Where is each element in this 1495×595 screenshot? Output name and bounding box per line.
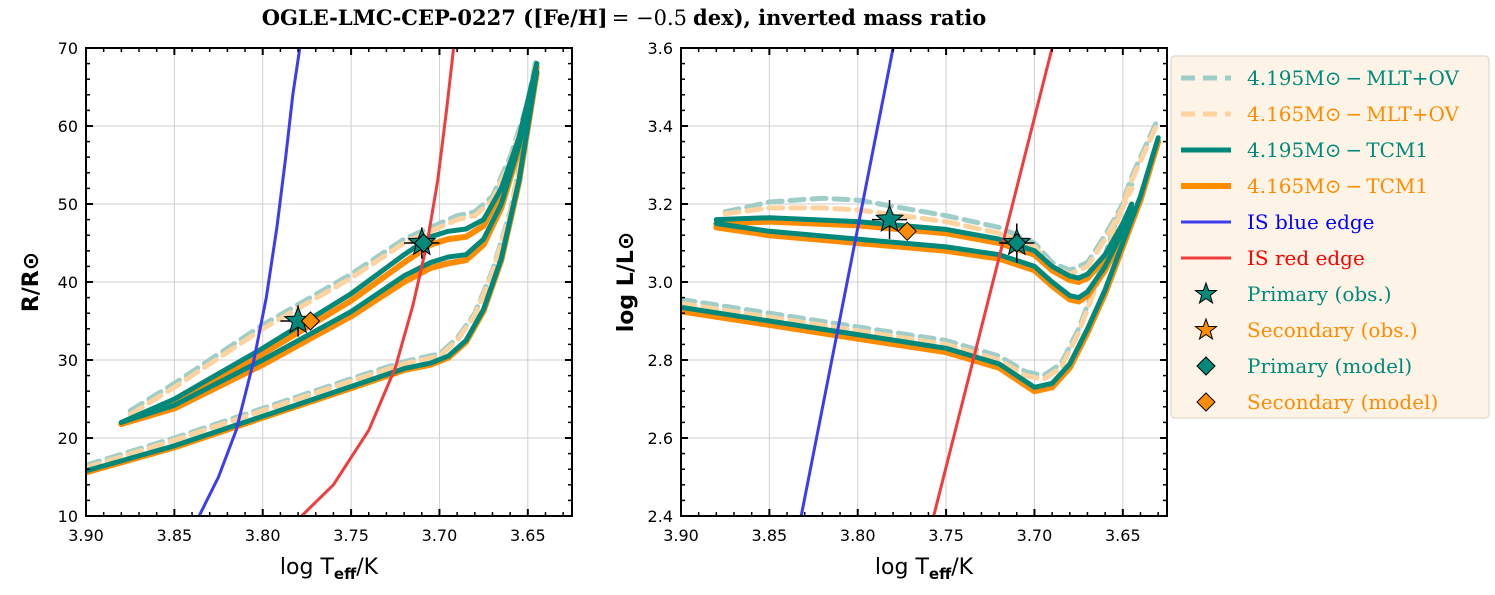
legend-label: Secondary (model): [1247, 390, 1438, 414]
star-marker: [874, 204, 905, 233]
legend-label: 4.195M⊙ − TCM1: [1247, 138, 1428, 162]
legend-diamond-icon: [1196, 392, 1216, 412]
y-tick-label: 70: [58, 39, 78, 58]
legend-label: 4.165M⊙ − TCM1: [1247, 174, 1428, 198]
legend-label: 4.195M⊙ − MLT+OV: [1247, 66, 1460, 90]
markers: [280, 227, 440, 337]
diamond-marker: [300, 311, 321, 331]
series-line: [197, 48, 302, 516]
legend-box: [1170, 55, 1490, 419]
y-tick-label: 60: [58, 117, 78, 136]
x-tick-label: 3.65: [510, 526, 546, 545]
legend-item: 4.195M⊙ − MLT+OV: [1181, 66, 1460, 90]
legend-item: 4.195M⊙ − TCM1: [1181, 138, 1428, 162]
y-tick-label: 2.4: [648, 507, 673, 526]
series-line: [118, 61, 540, 425]
diamond-marker: [897, 221, 917, 242]
series-line: [300, 48, 456, 516]
y-tick-label: 30: [58, 351, 78, 370]
y-tick-label: 40: [58, 273, 78, 292]
series-line: [86, 63, 540, 471]
diamond-marker: [413, 233, 434, 253]
panel-radius: 3.90 3.85 3.80 3.75 3.70 3.65 10 20 30 40 50 60 70 lo…: [19, 39, 573, 583]
series-line: [127, 57, 540, 418]
x-axis-label: log Teff/K: [875, 555, 974, 583]
title-main: OGLE-LMC-CEP-0227 ([Fe/H]: [262, 5, 608, 30]
x-tick-label: 3.70: [422, 526, 458, 545]
y-tick-label: 50: [58, 195, 78, 214]
x-tick-label: 3.80: [245, 526, 281, 545]
legend-item: Secondary (obs.): [1194, 317, 1418, 342]
x-tick-label: 3.90: [68, 526, 104, 545]
legend-label: 4.165M⊙ − MLT+OV: [1247, 102, 1460, 126]
x-tick-label: 3.75: [333, 526, 369, 545]
diamond-marker: [1007, 233, 1027, 253]
panel-luminosity: 3.90 3.85 3.80 3.75 3.70 3.65 2.4 2.6 2.8 3.0 3.2 3…: [614, 39, 1168, 583]
y-tick-label: 3.4: [648, 117, 673, 136]
y-tick-label: 20: [58, 429, 78, 448]
x-tick-label: 3.85: [157, 526, 193, 545]
legend-diamond-icon: [1196, 356, 1216, 376]
series-line: [722, 185, 1135, 277]
legend-label: Secondary (obs.): [1247, 318, 1418, 342]
legend: 4.195M⊙ − MLT+OV 4.165M⊙ − MLT+OV 4.195M⊙ …: [1170, 55, 1490, 419]
x-axis-label: log Teff/K: [280, 555, 379, 583]
x-tick-label: 3.75: [928, 526, 964, 545]
series-line: [86, 68, 540, 474]
legend-item: 4.165M⊙ − TCM1: [1181, 174, 1428, 198]
series-line: [713, 201, 1135, 281]
x-tick-label: 3.85: [752, 526, 788, 545]
series-line: [799, 48, 895, 516]
series-line: [118, 61, 540, 425]
y-tick-label: 3.2: [648, 195, 673, 214]
series-line: [722, 182, 1135, 273]
y-tick-label: 3.6: [648, 39, 673, 58]
legend-item: 4.165M⊙ − MLT+OV: [1181, 102, 1460, 126]
title-tail: dex), inverted mass ratio: [693, 5, 986, 30]
series-line: [681, 135, 1161, 390]
y-tick-label: 10: [58, 507, 78, 526]
ticks: [85, 47, 572, 517]
x-tick-label: 3.90: [663, 526, 699, 545]
y-tick-label: 3.0: [648, 273, 673, 292]
markers: [871, 200, 1035, 263]
legend-item: Secondary (model): [1196, 390, 1438, 414]
series-group: [86, 48, 540, 516]
legend-label: IS blue edge: [1247, 210, 1375, 234]
series-line: [86, 61, 540, 468]
legend-star-icon: [1194, 281, 1218, 305]
figure-title: OGLE-LMC-CEP-0227 ([Fe/H] = −0.5 dex), in…: [262, 5, 987, 30]
y-axis-label: log L/L⊙: [614, 232, 639, 333]
legend-item: Primary (model): [1196, 354, 1412, 378]
legend-label: Primary (obs.): [1247, 282, 1392, 306]
y-axis-label: R/R⊙: [19, 252, 44, 312]
x-tick-label: 3.65: [1105, 526, 1141, 545]
ticks: [680, 47, 1167, 517]
legend-item: IS red edge: [1181, 246, 1365, 270]
x-tick-label: 3.70: [1017, 526, 1053, 545]
legend-star-icon: [1194, 317, 1218, 341]
title-math: = −0.5: [608, 6, 687, 30]
y-tick-label: 2.8: [648, 351, 673, 370]
series-group: [681, 48, 1162, 516]
legend-item: IS blue edge: [1181, 210, 1375, 234]
legend-label: Primary (model): [1247, 354, 1412, 378]
y-tick-label: 2.6: [648, 429, 673, 448]
series-line: [713, 205, 1135, 301]
series-line: [932, 48, 1054, 516]
x-tick-label: 3.80: [840, 526, 876, 545]
series-line: [681, 119, 1161, 382]
legend-label: IS red edge: [1247, 246, 1365, 270]
legend-item: Primary (obs.): [1194, 281, 1392, 306]
